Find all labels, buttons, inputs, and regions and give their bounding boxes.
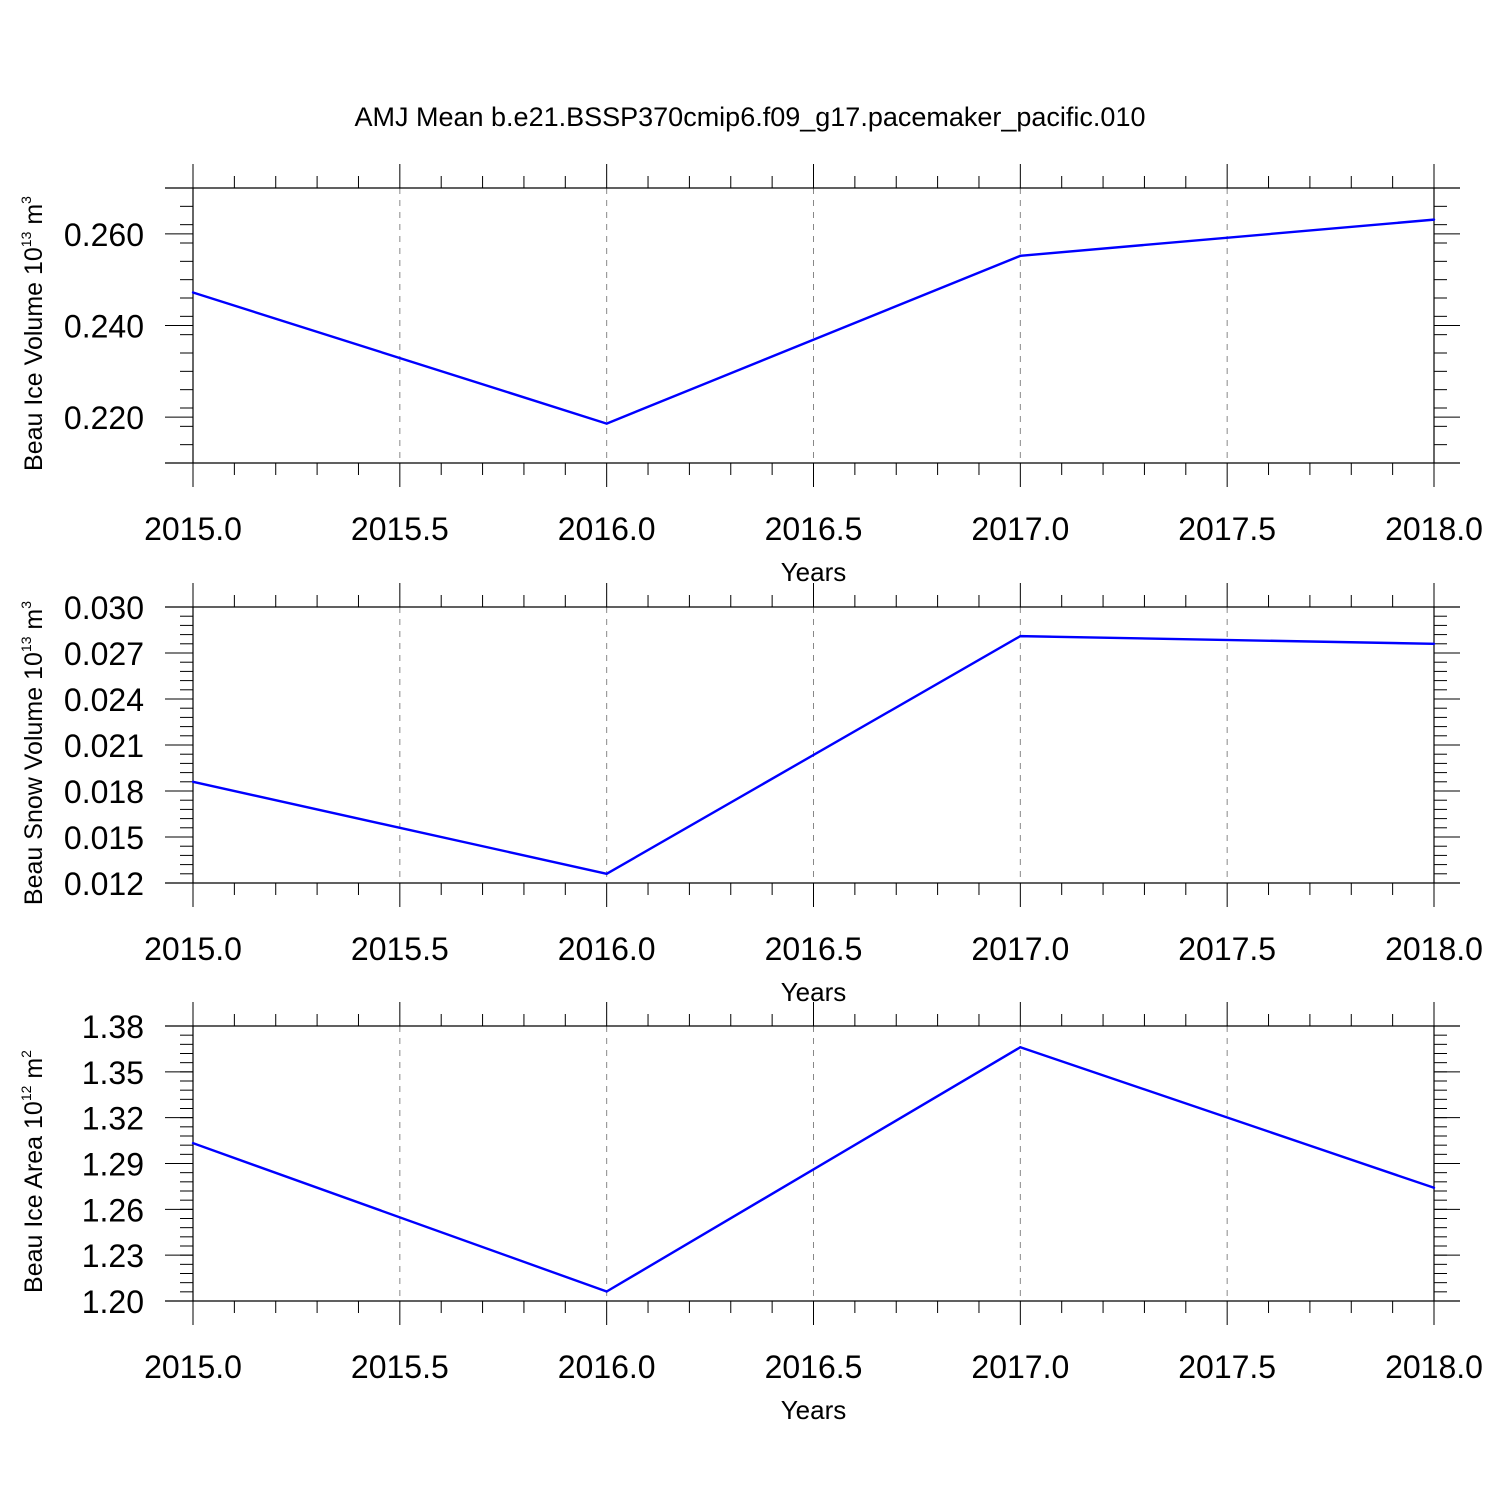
data-point bbox=[191, 780, 195, 783]
y-tick-label: 1.26 bbox=[82, 1192, 144, 1228]
data-point bbox=[605, 422, 608, 425]
x-tick-label: 2017.5 bbox=[1178, 511, 1276, 547]
y-tick-label: 0.220 bbox=[64, 400, 144, 436]
x-tick-label: 2018.0 bbox=[1385, 1349, 1483, 1385]
y-tick-label: 0.027 bbox=[64, 636, 144, 672]
y-tick-label: 1.29 bbox=[82, 1147, 144, 1183]
data-point bbox=[1432, 1186, 1436, 1189]
y-axis-label-text: m bbox=[20, 609, 48, 637]
y-axis-label-text: m bbox=[20, 1058, 48, 1086]
data-point bbox=[1019, 254, 1022, 258]
series-line bbox=[192, 218, 1435, 425]
series-line bbox=[192, 634, 1435, 875]
data-point bbox=[605, 1290, 608, 1293]
x-tick-label: 2017.0 bbox=[971, 511, 1069, 547]
x-tick-label: 2015.5 bbox=[351, 511, 449, 547]
y-tick-label: 0.012 bbox=[64, 866, 144, 902]
x-tick-label: 2015.5 bbox=[351, 1349, 449, 1385]
x-axis-label: Years bbox=[781, 557, 847, 587]
y-tick-label: 0.024 bbox=[64, 682, 144, 718]
chart-panels: 2015.0 2015.5 2016.0 2016.5 2017.0 2017.5 2018… bbox=[18, 164, 1483, 1425]
x-tick-label: 2017.0 bbox=[971, 931, 1069, 967]
y-tick-label: 1.23 bbox=[82, 1238, 144, 1274]
x-tick-label: 2016.0 bbox=[558, 1349, 656, 1385]
y-tick-label: 1.20 bbox=[82, 1284, 144, 1320]
y-axis-label: Beau Ice Volume 1013 m3 bbox=[18, 196, 48, 471]
x-tick-label: 2015.0 bbox=[144, 931, 242, 967]
y-tick-label: 1.32 bbox=[82, 1101, 144, 1137]
y-axis-label-exponent: 2 bbox=[18, 1050, 34, 1058]
x-tick-label: 2017.5 bbox=[1178, 931, 1276, 967]
y-axis-label-text: Beau Snow Volume 10 bbox=[20, 652, 48, 905]
x-tick-label: 2016.5 bbox=[765, 1349, 863, 1385]
y-tick-label: 1.38 bbox=[82, 1009, 144, 1045]
y-axis-label-text: Beau Ice Area 10 bbox=[20, 1101, 48, 1293]
y-axis-label-exponent: 3 bbox=[18, 196, 34, 204]
chart-title: AMJ Mean b.e21.BSSP370cmip6.f09_g17.pace… bbox=[355, 102, 1146, 132]
y-axis-label-exponent: 13 bbox=[18, 231, 34, 247]
x-tick-label: 2017.0 bbox=[971, 1349, 1069, 1385]
y-tick-label: 0.015 bbox=[64, 820, 144, 856]
data-point bbox=[1019, 634, 1022, 638]
y-axis-label: Beau Ice Area 1012 m2 bbox=[18, 1050, 48, 1293]
x-tick-label: 2015.0 bbox=[144, 511, 242, 547]
data-point bbox=[605, 872, 608, 875]
y-axis-label-exponent: 3 bbox=[18, 601, 34, 609]
chart-panel-3: 2015.0 2015.5 2016.0 2016.5 2017.0 2017.5 2018… bbox=[18, 1002, 1483, 1425]
data-point bbox=[191, 1141, 195, 1145]
y-tick-label: 0.260 bbox=[64, 217, 144, 253]
y-tick-label: 1.35 bbox=[82, 1055, 144, 1091]
x-tick-label: 2017.5 bbox=[1178, 1349, 1276, 1385]
chart-panel-1: 2015.0 2015.5 2016.0 2016.5 2017.0 2017.5 2018… bbox=[18, 164, 1483, 587]
x-tick-label: 2016.5 bbox=[765, 931, 863, 967]
x-tick-label: 2015.0 bbox=[144, 1349, 242, 1385]
x-tick-label: 2016.5 bbox=[765, 511, 863, 547]
data-point bbox=[1432, 218, 1436, 221]
y-axis-label-exponent: 12 bbox=[18, 1085, 34, 1101]
x-tick-label: 2018.0 bbox=[1385, 931, 1483, 967]
data-point bbox=[1432, 642, 1436, 645]
chart-panel-2: 2015.0 2015.5 2016.0 2016.5 2017.0 2017.5 2018… bbox=[18, 583, 1483, 1007]
data-point bbox=[1019, 1046, 1022, 1049]
y-axis-label: Beau Snow Volume 1013 m3 bbox=[18, 601, 48, 905]
y-axis-label-text: m bbox=[20, 204, 48, 232]
y-tick-label: 0.018 bbox=[64, 774, 144, 810]
y-tick-label: 0.021 bbox=[64, 728, 144, 764]
series-line bbox=[192, 1046, 1435, 1293]
y-tick-label: 0.240 bbox=[64, 309, 144, 345]
x-tick-label: 2015.5 bbox=[351, 931, 449, 967]
x-tick-label: 2016.0 bbox=[558, 511, 656, 547]
x-tick-label: 2016.0 bbox=[558, 931, 656, 967]
data-point bbox=[191, 291, 195, 294]
x-tick-label: 2018.0 bbox=[1385, 511, 1483, 547]
y-tick-label: 0.030 bbox=[64, 590, 144, 626]
x-axis-label: Years bbox=[781, 1395, 847, 1425]
y-axis-label-text: Beau Ice Volume 10 bbox=[20, 247, 48, 471]
y-axis-label-exponent: 13 bbox=[18, 636, 34, 652]
